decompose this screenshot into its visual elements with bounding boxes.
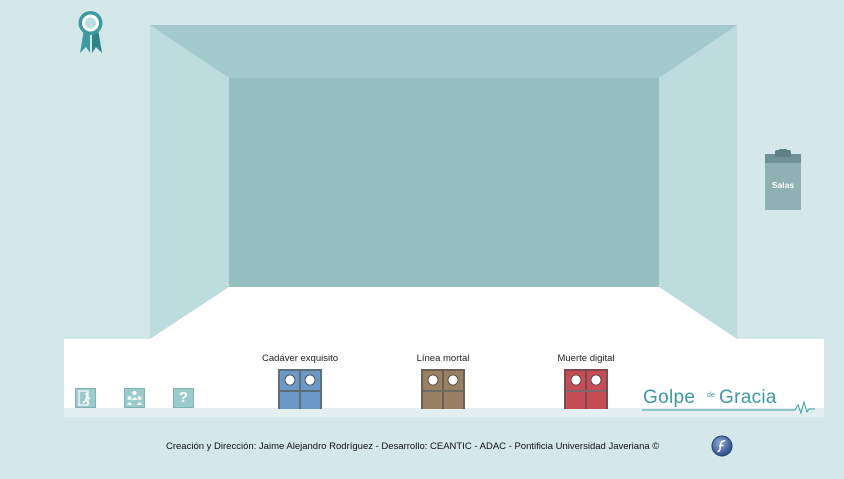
logo-word-golpe: Golpe — [643, 387, 696, 408]
people-button[interactable] — [124, 388, 145, 408]
help-icon: ? — [178, 389, 189, 406]
award-ribbon-icon — [78, 11, 103, 53]
clipboard-icon[interactable] — [765, 149, 801, 210]
room-label-muerte-digital: Muerte digital — [557, 353, 615, 364]
door-cadaver-exquisito[interactable] — [278, 369, 322, 409]
flash-player-icon[interactable] — [711, 435, 733, 457]
room-back-wall — [229, 78, 659, 287]
room-floor — [150, 287, 737, 339]
room-label-linea-mortal: Línea mortal — [416, 353, 470, 364]
exit-button[interactable] — [75, 388, 96, 408]
exit-icon — [78, 390, 91, 406]
heartbeat-line-icon — [642, 401, 815, 415]
golpe-de-gracia-logo: Golpe de Gracia — [641, 385, 816, 415]
room-ceiling — [150, 25, 737, 78]
logo-connector: de — [707, 392, 715, 399]
credits-text: Creación y Dirección: Jaime Alejandro Ro… — [166, 441, 660, 452]
people-icon — [127, 390, 142, 405]
logo-word-gracia: Gracia — [719, 387, 777, 408]
help-button[interactable]: ? — [173, 388, 194, 408]
room-right-wall — [659, 25, 737, 339]
door-linea-mortal[interactable] — [421, 369, 465, 409]
door-muerte-digital[interactable] — [564, 369, 608, 409]
room-label-cadaver-exquisito: Cadáver exquisito — [261, 353, 339, 364]
bottom-bar-strip — [64, 408, 824, 417]
room-left-wall — [150, 25, 229, 339]
